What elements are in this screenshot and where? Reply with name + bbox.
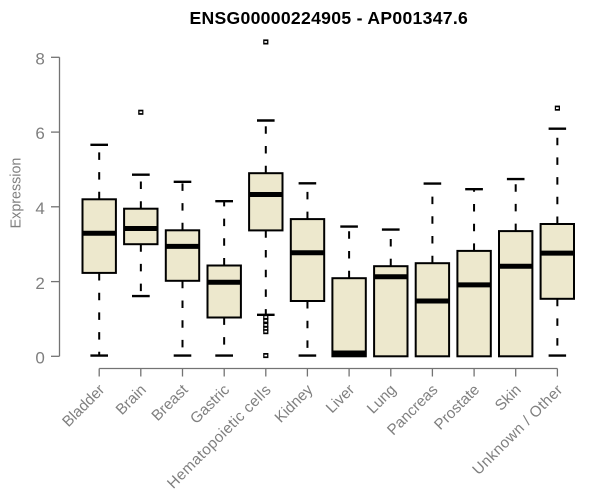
svg-text:4: 4	[35, 199, 44, 218]
svg-text:8: 8	[35, 50, 44, 69]
svg-text:Expression: Expression	[9, 158, 25, 229]
svg-text:0: 0	[35, 349, 44, 368]
svg-text:2: 2	[35, 274, 44, 293]
svg-text:6: 6	[35, 124, 44, 143]
svg-text:ENSG00000224905 - AP001347.6: ENSG00000224905 - AP001347.6	[189, 8, 468, 28]
